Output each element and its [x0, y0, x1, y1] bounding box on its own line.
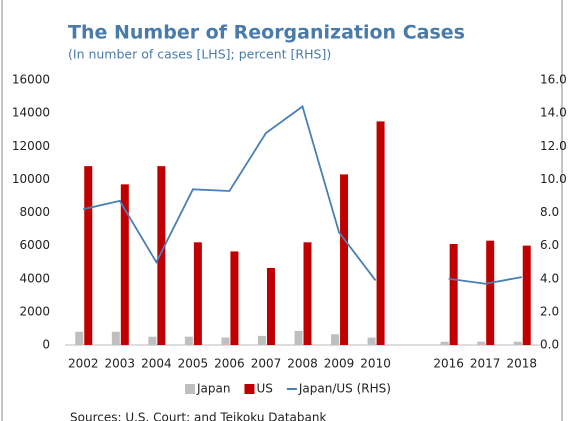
- y-tick-label: 14000: [12, 106, 50, 120]
- bar: [75, 331, 84, 345]
- y-tick-label: 4000: [19, 271, 50, 285]
- x-tick-label: 2003: [105, 357, 136, 371]
- y-tick-label: 0: [42, 338, 50, 352]
- y-tick-label: 16000: [12, 73, 50, 87]
- bar: [513, 341, 522, 345]
- bar: [184, 336, 193, 345]
- y-tick-label: 10000: [12, 172, 50, 186]
- y-tick-label: 8000: [19, 205, 50, 219]
- bar: [111, 331, 120, 345]
- bar: [120, 184, 129, 345]
- x-tick-label: 2016: [433, 357, 464, 371]
- source: Sources: U.S. Court; and Teikoku Databan…: [70, 411, 326, 421]
- y2-tick-label: 0.0: [540, 338, 559, 352]
- y-tick-label: 6000: [19, 238, 50, 252]
- x-tick-label: 2002: [68, 357, 99, 371]
- x-tick-label: 2017: [470, 357, 501, 371]
- bar: [340, 174, 349, 345]
- bar: [266, 267, 275, 345]
- bar: [367, 337, 376, 345]
- y2-tick-label: 12.0: [540, 139, 567, 153]
- y-tick-label: 12000: [12, 139, 50, 153]
- bar: [230, 251, 239, 345]
- legend-swatch: [185, 384, 195, 394]
- legend-swatch: [244, 384, 255, 394]
- bar: [440, 341, 449, 345]
- y2-tick-label: 10.0: [540, 172, 567, 186]
- bar: [221, 337, 230, 345]
- y2-tick-label: 16.0: [540, 73, 567, 87]
- x-tick-label: 2005: [178, 357, 209, 371]
- x-tick-label: 2008: [287, 357, 318, 371]
- x-tick-label: 2006: [214, 357, 245, 371]
- legend-label: Japan: [196, 382, 230, 396]
- chart-title: The Number of Reorganization Cases: [68, 22, 465, 44]
- bar: [376, 121, 385, 345]
- bar: [486, 240, 495, 345]
- line: [83, 105, 522, 285]
- y2-tick-label: 6.0: [540, 238, 559, 252]
- bar: [157, 166, 166, 345]
- x-tick-label: 2007: [251, 357, 282, 371]
- x-tick-label: 2010: [360, 357, 391, 371]
- bar: [257, 335, 266, 345]
- bar: [303, 242, 312, 345]
- bar: [148, 336, 157, 345]
- x-tick-label: 2009: [324, 357, 355, 371]
- bar: [84, 166, 93, 345]
- bar: [294, 330, 303, 345]
- y2-tick-label: 8.0: [540, 205, 559, 219]
- bar: [522, 245, 531, 345]
- bar: [449, 243, 458, 345]
- legend-label: Japan/US (RHS): [298, 382, 391, 396]
- bar: [331, 334, 340, 345]
- x-tick-label: 2018: [506, 357, 537, 371]
- x-tick-label: 2004: [141, 357, 172, 371]
- bar: [477, 341, 486, 345]
- y2-tick-label: 4.0: [540, 271, 559, 285]
- y-tick-label: 2000: [19, 304, 50, 318]
- chart-subtitle: (In number of cases [LHS]; percent [RHS]…: [68, 47, 331, 62]
- y2-tick-label: 14.0: [540, 106, 567, 120]
- legend-label: US: [256, 382, 272, 396]
- y2-tick-label: 2.0: [540, 304, 559, 318]
- bar: [193, 242, 202, 345]
